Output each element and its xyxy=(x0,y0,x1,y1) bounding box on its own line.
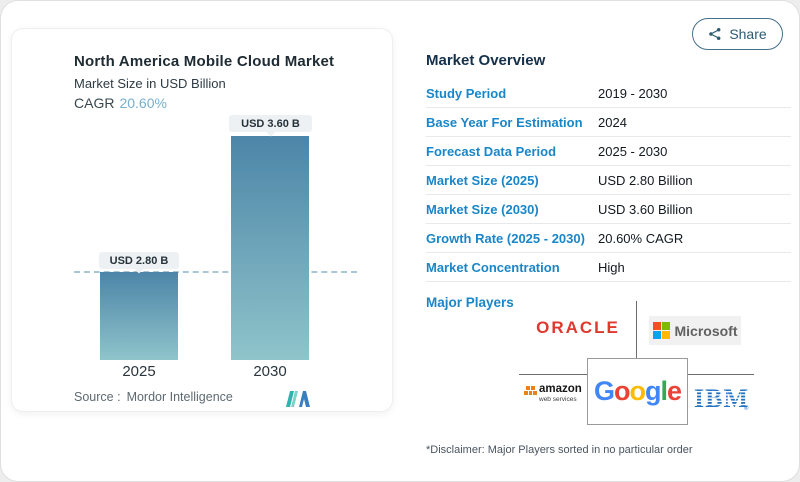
x-axis-label-2030: 2030 xyxy=(253,363,287,380)
google-logo: Google xyxy=(593,376,682,406)
share-button-label: Share xyxy=(729,26,767,42)
amazon-web-services-sub: web services xyxy=(539,395,577,403)
ibm-wordmark: IBM xyxy=(694,386,749,412)
row-label: Base Year For Estimation xyxy=(426,114,583,130)
major-players-label: Major Players xyxy=(426,295,514,310)
cagr-value: 20.60% xyxy=(119,95,167,111)
microsoft-wordmark: Microsoft xyxy=(674,322,738,339)
row-value: 2019 - 2030 xyxy=(598,85,668,101)
ibm-logo: IBM ® xyxy=(694,386,749,412)
disclaimer-text: *Disclaimer: Major Players sorted in no … xyxy=(426,444,693,456)
table-row: Market Size (2030) USD 3.60 Billion xyxy=(426,195,791,224)
share-icon xyxy=(709,28,721,40)
row-value: High xyxy=(598,259,625,275)
amazon-wordmark: amazon xyxy=(539,383,582,395)
players-divider-vertical xyxy=(636,301,637,359)
players-divider-horizontal-right xyxy=(688,374,754,375)
mordor-intelligence-logo-icon xyxy=(286,391,310,407)
source-value: Mordor Intelligence xyxy=(126,390,233,404)
reference-dashed-line xyxy=(74,271,357,273)
source-row: Source : Mordor Intelligence xyxy=(74,390,233,404)
google-logo-box: Google xyxy=(587,358,688,425)
chart-subtitle: Market Size in USD Billion xyxy=(74,76,226,91)
oracle-logo: ORACLE xyxy=(536,318,620,337)
table-row: Forecast Data Period 2025 - 2030 xyxy=(426,137,791,166)
row-label: Forecast Data Period xyxy=(426,143,557,159)
row-value: 2025 - 2030 xyxy=(598,143,668,159)
bar-2030 xyxy=(231,136,309,360)
row-value: 20.60% CAGR xyxy=(598,230,684,246)
table-row: Market Concentration High xyxy=(426,253,791,282)
row-label: Market Concentration xyxy=(426,259,560,275)
players-divider-horizontal-left xyxy=(519,374,587,375)
table-row: Growth Rate (2025 - 2030) 20.60% CAGR xyxy=(426,224,791,253)
row-value: 2024 xyxy=(598,114,627,130)
share-button[interactable]: Share xyxy=(692,18,783,50)
row-label: Growth Rate (2025 - 2030) xyxy=(426,230,585,246)
row-value: USD 3.60 Billion xyxy=(598,201,693,217)
x-axis-label-2025: 2025 xyxy=(122,363,156,380)
bar-value-badge-2030: USD 3.60 B xyxy=(229,115,312,137)
cagr-label: CAGR xyxy=(74,95,115,111)
table-row: Study Period 2019 - 2030 xyxy=(426,79,791,108)
bar-value-label-2030: USD 3.60 B xyxy=(241,117,300,130)
market-overview-table: Study Period 2019 - 2030 Base Year For E… xyxy=(426,79,791,282)
table-row: Market Size (2025) USD 2.80 Billion xyxy=(426,166,791,195)
aws-boxes-icon xyxy=(524,386,538,396)
bar-2025 xyxy=(100,272,178,360)
bar-value-badge-2025: USD 2.80 B xyxy=(99,252,179,274)
bar-value-label-2025: USD 2.80 B xyxy=(109,254,169,267)
microsoft-squares-icon xyxy=(652,322,670,339)
row-value: USD 2.80 Billion xyxy=(598,172,693,188)
ibm-registered-mark: ® xyxy=(744,405,749,412)
row-label: Market Size (2025) xyxy=(426,172,539,188)
row-label: Study Period xyxy=(426,85,507,101)
chart-title: North America Mobile Cloud Market xyxy=(74,53,335,70)
microsoft-logo: Microsoft xyxy=(649,316,741,345)
table-row: Base Year For Estimation 2024 xyxy=(426,108,791,137)
source-label: Source : xyxy=(74,390,121,404)
row-label: Market Size (2030) xyxy=(426,201,539,217)
chart-card: North America Mobile Cloud Market Market… xyxy=(11,28,393,412)
market-overview-heading: Market Overview xyxy=(426,52,546,69)
amazon-web-services-logo: amazon web services xyxy=(524,383,584,403)
chart-cagr: CAGR 20.60% xyxy=(74,95,167,111)
